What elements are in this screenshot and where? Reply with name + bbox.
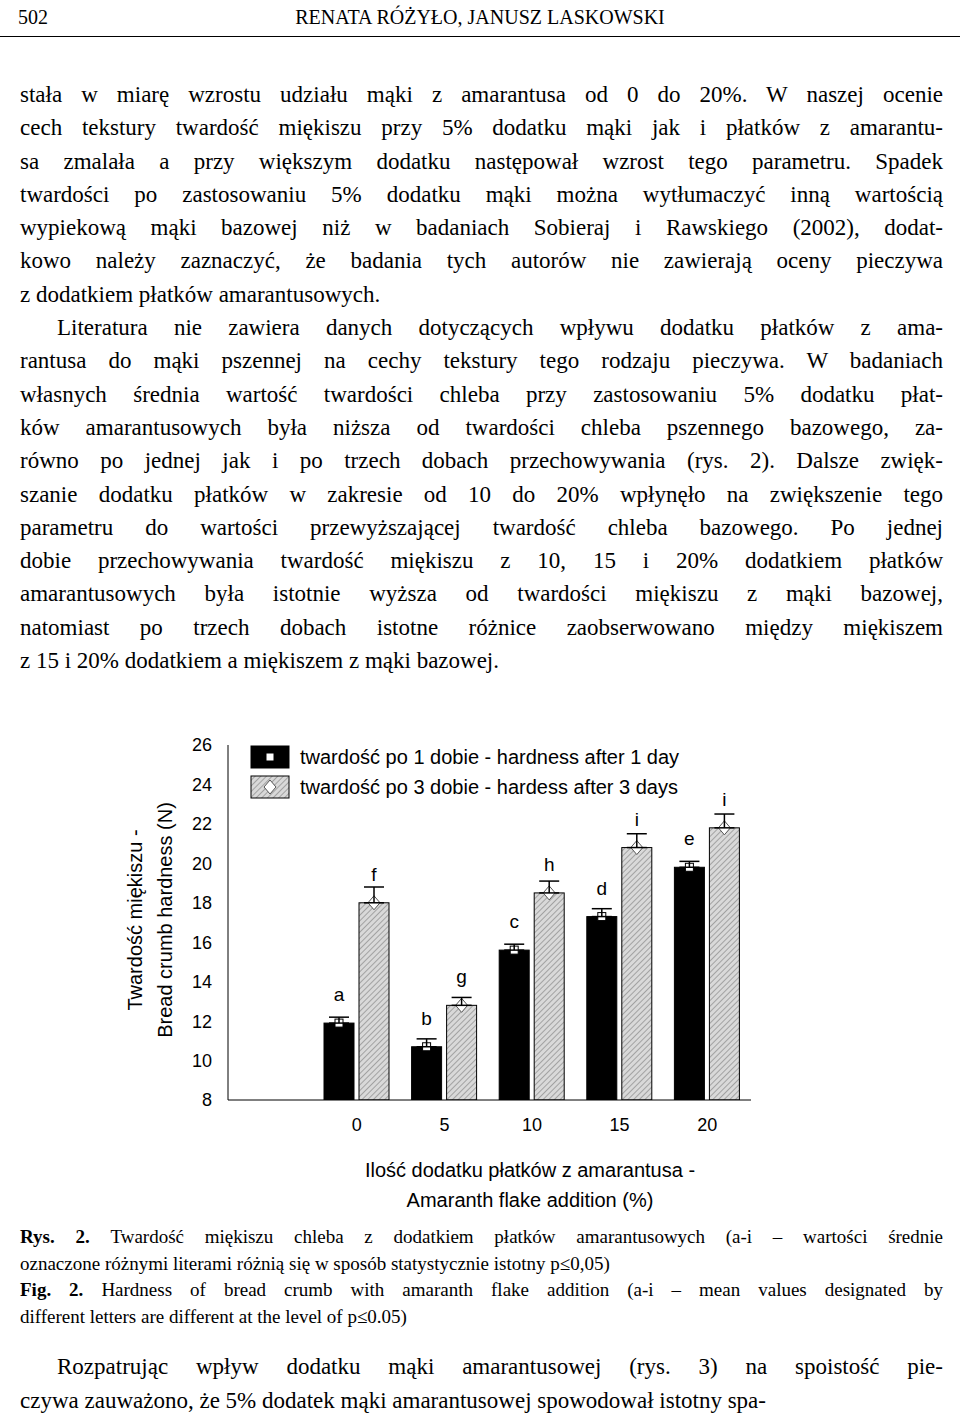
html-text:RENATA RÓŻYŁO, JANUSZ LASKOWSK: RENATA RÓŻYŁO, JANUSZ LASKOWSKI xyxy=(295,6,665,28)
html-text:oznaczone różnymi literami róż: oznaczone różnymi literami różnią się w … xyxy=(20,1252,610,1274)
svg-text:26: 26 xyxy=(192,735,212,755)
svg-text:i: i xyxy=(722,789,726,810)
html-text:Bread crumb hardness (N): Bread crumb hardness (N) xyxy=(154,802,176,1038)
html-text:Literatura nie zawiera danych: Literatura nie zawiera danych dotyczącyc… xyxy=(57,315,943,341)
html-text:czywa zauważono, że 5% dodatek: czywa zauważono, że 5% dodatek mąki amar… xyxy=(20,1388,766,1413)
html-text:wypiekową mąki bazowej niż w b: wypiekową mąki bazowej niż w badaniach S… xyxy=(20,215,943,241)
html-text:natomiast po trzech dobach ist: natomiast po trzech dobach istotne różni… xyxy=(20,614,943,640)
svg-text:12: 12 xyxy=(192,1012,212,1032)
svg-text:16: 16 xyxy=(192,933,212,953)
html-text:stała w miarę wzrostu udziału: stała w miarę wzrostu udziału mąki z ama… xyxy=(20,82,943,107)
svg-text:a: a xyxy=(334,984,345,1005)
html-text:Ilość dodatku płatków z amaran: Ilość dodatku płatków z amarantusa - xyxy=(364,1159,696,1181)
html-text:szanie dodatku płatków w zakre: szanie dodatku płatków w zakresie od 10 … xyxy=(20,481,943,507)
html-text:Rozpatrując wpływ dodatku mąki: Rozpatrując wpływ dodatku mąki amarantus… xyxy=(57,1354,943,1379)
html-text:sa zmalała a przy większym dod: sa zmalała a przy większym dodatku nastę… xyxy=(20,148,943,174)
svg-text:g: g xyxy=(456,966,467,987)
html-text:parametru do wartości przewyżs: parametru do wartości przewyższającej tw… xyxy=(20,514,943,540)
svg-text:i: i xyxy=(635,809,639,830)
html-text:502: 502 xyxy=(18,6,48,28)
html-text:z dodatkiem płatków amarantuso: z dodatkiem płatków amarantusowych. xyxy=(20,281,381,307)
html-text:równo po jednej jak i po trzec: równo po jednej jak i po trzech dobach p… xyxy=(20,448,943,474)
html-text:Fig. 2.: Fig. 2. xyxy=(20,1279,84,1300)
html-text:twardość po 1 dobie - hardness: twardość po 1 dobie - hardness after 1 d… xyxy=(300,745,680,768)
svg-text:15: 15 xyxy=(610,1115,630,1135)
svg-text:h: h xyxy=(544,854,555,875)
html-text:rantusa do mąki pszennej na ce: rantusa do mąki pszennej na cechy tekstu… xyxy=(20,348,943,374)
html-text:Twardość miękiszu chleba z dod: Twardość miękiszu chleba z dodatkiem pła… xyxy=(110,1226,943,1247)
svg-text:e: e xyxy=(684,828,695,849)
svg-text:5: 5 xyxy=(439,1115,449,1135)
html-text:kowo należy zaznaczyć, że bada: kowo należy zaznaczyć, że badania tych a… xyxy=(20,248,943,274)
html-text:twardości po zastosowaniu 5% d: twardości po zastosowaniu 5% dodatku mąk… xyxy=(20,181,943,207)
html-text:Twardość miękiszu -: Twardość miękiszu - xyxy=(124,829,146,1011)
svg-text:0: 0 xyxy=(352,1115,362,1135)
svg-text:b: b xyxy=(421,1008,432,1029)
svg-text:8: 8 xyxy=(202,1090,212,1110)
svg-text:22: 22 xyxy=(192,814,212,834)
html-text:dobie przechowywania twardość: dobie przechowywania twardość miękiszu z… xyxy=(20,548,943,574)
html-text:ków amarantusowych była niższa: ków amarantusowych była niższa od twardo… xyxy=(20,415,943,440)
svg-text:24: 24 xyxy=(192,775,212,795)
html-text:Hardness of bread crumb with a: Hardness of bread crumb with amaranth fl… xyxy=(101,1279,943,1300)
html-text:cech tekstury twardość miękisz: cech tekstury twardość miękiszu przy 5% … xyxy=(20,115,943,141)
svg-text:c: c xyxy=(509,911,519,932)
svg-text:18: 18 xyxy=(192,893,212,913)
html-text:własnych średnia wartość tward: własnych średnia wartość twardości chleb… xyxy=(20,381,943,407)
svg-text:20: 20 xyxy=(192,854,212,874)
html-text:Rys. 2.: Rys. 2. xyxy=(20,1226,90,1247)
html-text:z 15 i 20% dodatkiem a miękisz: z 15 i 20% dodatkiem a miękiszem z mąki … xyxy=(20,648,499,673)
svg-text:10: 10 xyxy=(522,1115,542,1135)
html-text:amarantusowych była istotnie w: amarantusowych była istotnie wyższa od t… xyxy=(20,581,943,607)
html-text:twardość po 3 dobie - hardess: twardość po 3 dobie - hardess after 3 da… xyxy=(300,775,678,798)
svg-text:d: d xyxy=(597,878,608,899)
svg-text:f: f xyxy=(371,864,377,885)
svg-text:14: 14 xyxy=(192,972,212,992)
svg-text:20: 20 xyxy=(697,1115,717,1135)
html-text:Amaranth flake addition (%): Amaranth flake addition (%) xyxy=(406,1189,654,1211)
html-text:different letters are differen: different letters are different at the l… xyxy=(20,1305,407,1327)
svg-text:10: 10 xyxy=(192,1051,212,1071)
